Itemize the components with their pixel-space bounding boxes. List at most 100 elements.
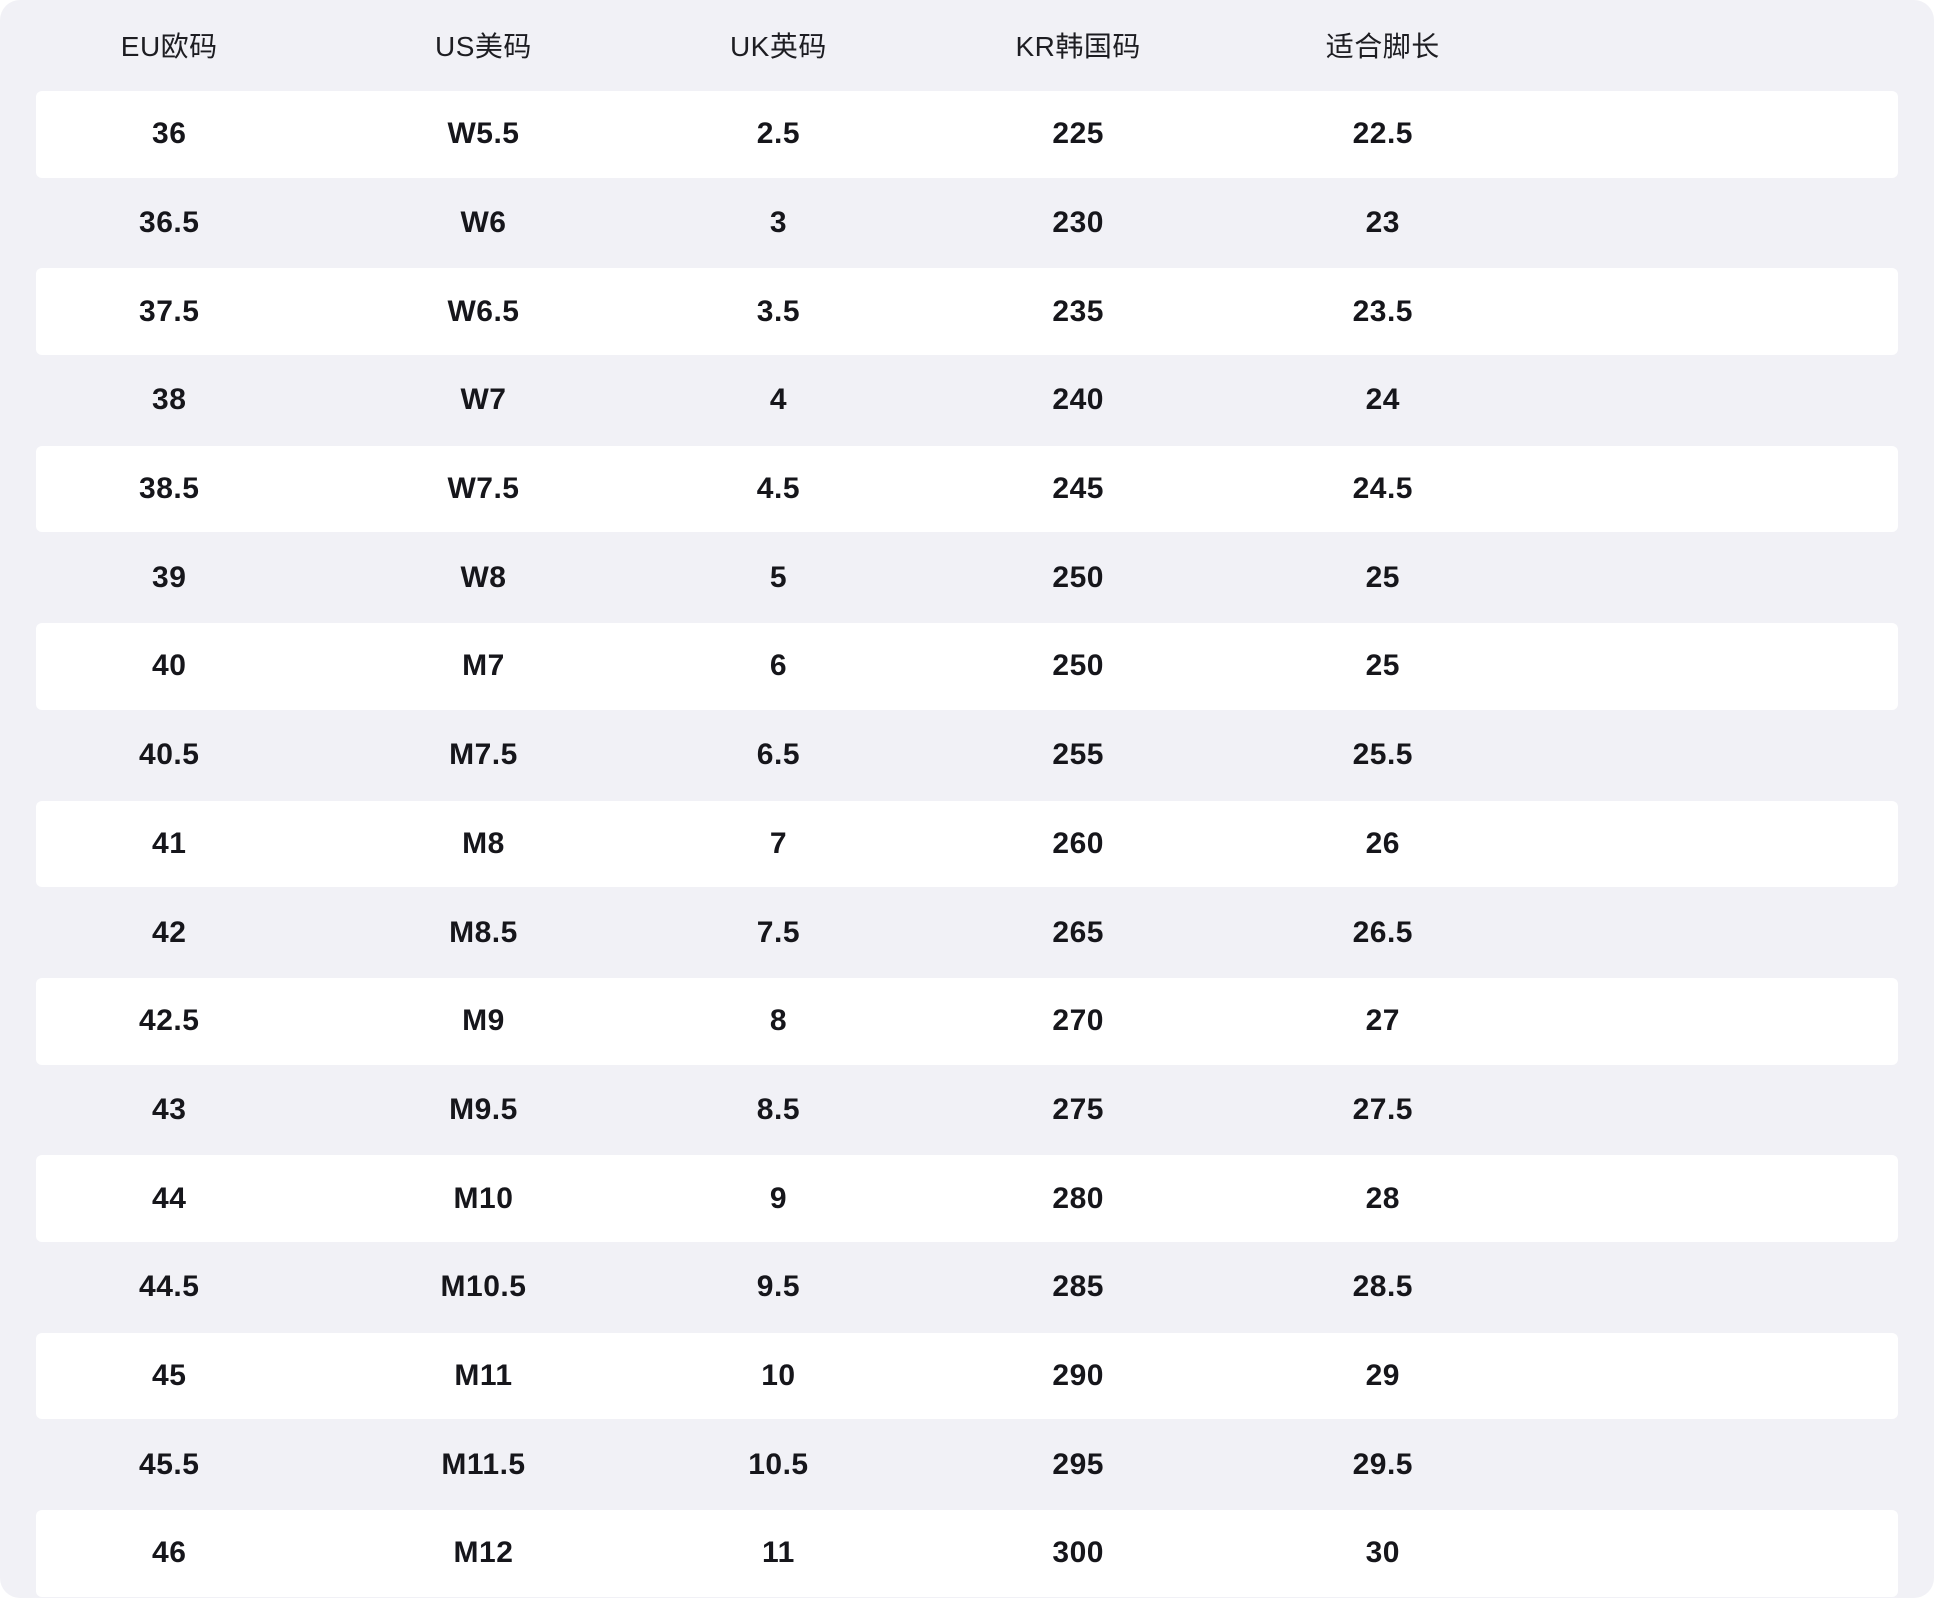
table-cell: M9	[462, 1004, 505, 1038]
table-cell: 36.5	[139, 206, 200, 240]
table-cell: 275	[1052, 1092, 1104, 1126]
table-row: 36 W5.5 2.5 225 22.5	[0, 90, 1934, 179]
table-cell: 27	[1365, 1004, 1400, 1038]
table-cell: M11.5	[441, 1447, 526, 1481]
table-cell: 28.5	[1352, 1270, 1413, 1304]
table-cell: 38	[152, 383, 187, 417]
table-cell: 250	[1052, 560, 1104, 594]
table-cell: 11	[762, 1536, 795, 1570]
table-cell: M10	[453, 1181, 514, 1215]
table-row: 36.5 W6 3 230 23	[0, 179, 1934, 268]
column-header-uk: UK英码	[729, 31, 827, 62]
table-cell: 260	[1052, 826, 1104, 860]
table-cell: W7.5	[447, 472, 520, 506]
table-cell: 6.5	[756, 738, 801, 772]
table-cell: M12	[453, 1536, 514, 1570]
table-cell: 3	[769, 206, 787, 240]
table-cell: W8	[460, 560, 507, 594]
table-header-row: EU欧码 US美码 UK英码 KR韩国码 适合脚长	[0, 0, 1934, 90]
table-cell: 26.5	[1352, 915, 1413, 949]
table-cell: 29	[1365, 1358, 1400, 1392]
table-row: 41 M8 7 260 26	[0, 800, 1934, 889]
table-cell: M9.5	[449, 1092, 518, 1126]
table-cell: 22.5	[1352, 117, 1413, 151]
table-cell: 38.5	[139, 472, 200, 506]
table-cell: 37.5	[139, 294, 200, 328]
table-cell: 9.5	[756, 1270, 801, 1304]
table-cell: M11	[454, 1358, 513, 1392]
table-cell: 2.5	[756, 117, 801, 151]
table-row: 37.5 W6.5 3.5 235 23.5	[0, 267, 1934, 356]
table-cell: 36	[152, 117, 187, 151]
table-cell: 42	[152, 915, 187, 949]
table-cell: 10	[761, 1358, 796, 1392]
table-cell: 25.5	[1352, 738, 1413, 772]
table-cell: 240	[1052, 383, 1104, 417]
table-cell: M8.5	[449, 915, 518, 949]
table-cell: W5.5	[447, 117, 520, 151]
table-cell: M10.5	[440, 1270, 527, 1304]
table-row: 43 M9.5 8.5 275 27.5	[0, 1066, 1934, 1155]
table-cell: 4.5	[756, 472, 801, 506]
table-cell: W6.5	[447, 294, 520, 328]
table-cell: 45	[152, 1358, 187, 1392]
table-cell: 44.5	[139, 1270, 200, 1304]
table-cell: 24.5	[1352, 472, 1413, 506]
table-cell: 250	[1052, 649, 1104, 683]
table-cell: M8	[462, 826, 505, 860]
table-cell: 28	[1365, 1181, 1400, 1215]
table-cell: 40	[152, 649, 187, 683]
column-header-kr: KR韩国码	[1015, 31, 1141, 62]
table-row: 42.5 M9 8 270 27	[0, 977, 1934, 1066]
column-header-footlength: 适合脚长	[1325, 31, 1440, 62]
table-cell: 26	[1365, 826, 1400, 860]
table-cell: 23.5	[1352, 294, 1413, 328]
table-body: 36 W5.5 2.5 225 22.5 36.5 W6 3 230 23 37.5 W6.5 3.5 2…	[0, 90, 1934, 1598]
table-cell: W7	[460, 383, 507, 417]
table-row: 38.5 W7.5 4.5 245 24.5	[0, 445, 1934, 534]
table-cell: 265	[1052, 915, 1104, 949]
table-cell: 230	[1052, 206, 1104, 240]
table-cell: 41	[152, 826, 187, 860]
table-row: 45 M11 10 290 29	[0, 1332, 1934, 1421]
table-row: 44 M10 9 280 28	[0, 1154, 1934, 1243]
table-cell: 42.5	[139, 1004, 200, 1038]
table-cell: W6	[460, 206, 507, 240]
table-row: 42 M8.5 7.5 265 26.5	[0, 888, 1934, 977]
column-header-us: US美码	[435, 31, 532, 62]
table-cell: 290	[1052, 1358, 1104, 1392]
table-cell: 40.5	[139, 738, 200, 772]
table-cell: 5	[769, 560, 787, 594]
table-cell: 235	[1052, 294, 1104, 328]
table-cell: 23	[1365, 206, 1400, 240]
table-cell: 8.5	[756, 1092, 801, 1126]
table-cell: 27.5	[1352, 1092, 1413, 1126]
table-cell: 29.5	[1352, 1447, 1413, 1481]
table-row: 44.5 M10.5 9.5 285 28.5	[0, 1243, 1934, 1332]
table-cell: 10.5	[748, 1447, 809, 1481]
table-cell: 280	[1052, 1181, 1104, 1215]
table-cell: 255	[1052, 738, 1104, 772]
table-cell: 245	[1052, 472, 1104, 506]
table-cell: 225	[1052, 117, 1104, 151]
table-cell: 4	[769, 383, 787, 417]
table-cell: 46	[152, 1536, 187, 1570]
table-cell: 25	[1365, 649, 1400, 683]
table-row: 38 W7 4 240 24	[0, 356, 1934, 445]
table-row: 40 M7 6 250 25	[0, 622, 1934, 711]
table-cell: M7	[462, 649, 505, 683]
table-cell: 285	[1052, 1270, 1104, 1304]
column-header-eu: EU欧码	[120, 31, 218, 62]
table-cell: 39	[152, 560, 187, 594]
table-cell: 295	[1052, 1447, 1104, 1481]
table-row: 46 M12 11 300 30	[0, 1509, 1934, 1598]
table-cell: 24	[1365, 383, 1400, 417]
table-cell: 44	[152, 1181, 187, 1215]
table-cell: 45.5	[139, 1447, 200, 1481]
table-cell: 30	[1365, 1536, 1400, 1570]
table-cell: 270	[1052, 1004, 1104, 1038]
table-cell: 7	[769, 826, 787, 860]
table-row: 39 W8 5 250 25	[0, 533, 1934, 622]
table-cell: 3.5	[756, 294, 801, 328]
